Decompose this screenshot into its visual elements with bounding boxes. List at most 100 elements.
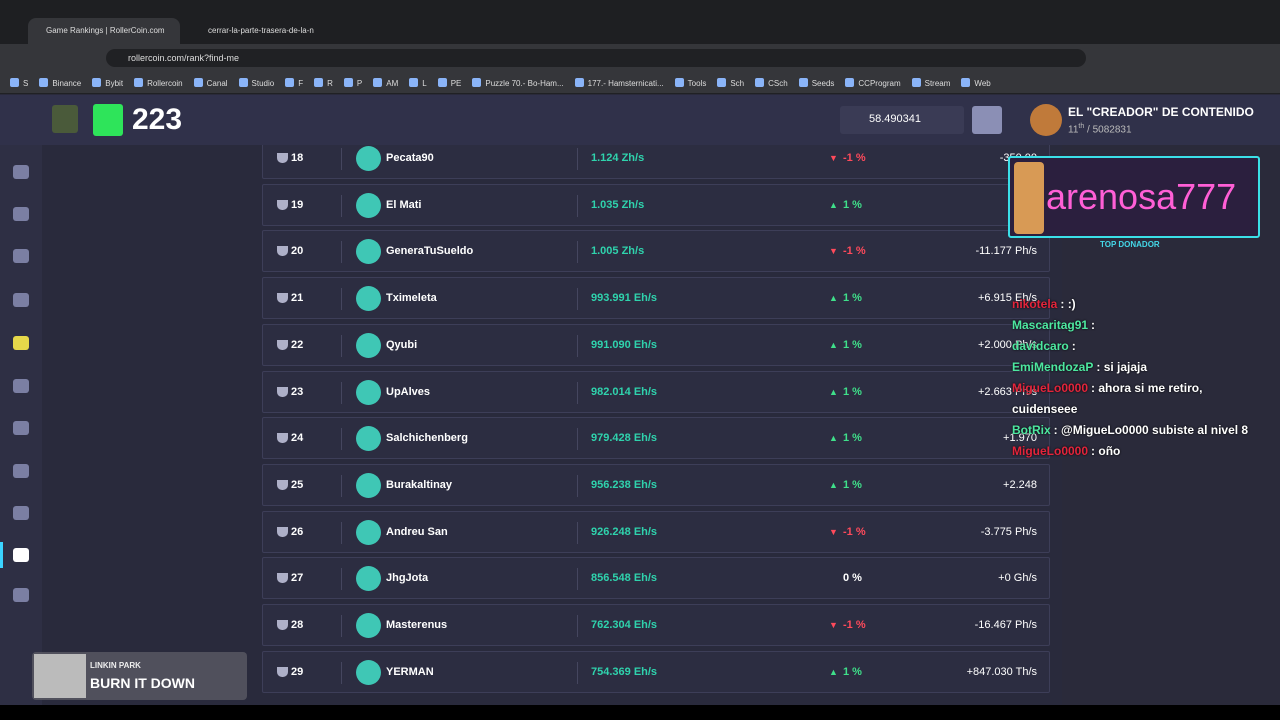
music-artist: LINKIN PARK [90,661,141,670]
user-avatar[interactable] [1030,104,1062,136]
change: 1 % [843,198,862,211]
player-name[interactable]: Qyubi [386,338,418,351]
power: 982.014 Eh/s [591,385,658,398]
power: 762.304 Eh/s [591,619,658,631]
bookmark[interactable]: R [314,78,333,88]
balance: 58.490341 [869,113,921,125]
power: 1.035 Zh/s [591,198,645,211]
nav-icon[interactable] [13,588,29,602]
bookmark[interactable]: L [409,78,426,88]
player-name[interactable]: Masterenus [386,619,448,631]
ranking-row[interactable]: 21 Tximeleta 993.991 Eh/s ▲ 1 % +6.915 Eh/s [262,277,1050,320]
player-name[interactable]: JhgJota [386,572,429,585]
player-avatar [356,426,381,452]
player-name[interactable]: Tximeleta [386,292,437,305]
ranking-row[interactable]: 26 Andreu San 926.248 Eh/s ▼ -1 % -3.775 Ph/s [262,510,1050,553]
divider [577,241,578,264]
player-avatar [356,472,381,498]
bottom-bar [0,705,1280,720]
rank: 18 [291,152,304,164]
change: 0 % [843,572,862,585]
nav-icon[interactable] [13,336,29,350]
change: -1 % [843,525,866,538]
chat-message: davidcaro: [1012,336,1252,357]
balance-box[interactable]: 58.490341 [840,106,964,134]
url-field[interactable]: rollercoin.com/rank?find-me [106,49,1086,67]
bookmark[interactable]: Web [961,78,990,88]
bookmark[interactable]: Puzzle 70.- Bo-Ham... [472,78,563,88]
bookmark[interactable]: Stream [912,78,951,88]
bookmark[interactable]: CCProgram [845,78,900,88]
divider [341,334,342,357]
player-name[interactable]: Burakaltinay [386,478,453,491]
bookmark[interactable]: Studio [239,78,275,88]
bookmark[interactable]: Sch [717,78,744,88]
tab[interactable]: Game Rankings | RollerCoin.com [28,18,180,44]
player-name[interactable]: Andreu San [386,525,448,538]
bookmark[interactable]: Canal [194,78,228,88]
bookmark[interactable]: PE [438,78,462,88]
nav-icon[interactable] [13,207,29,221]
chat-text: : [1091,318,1096,332]
bookmark[interactable]: F [285,78,303,88]
divider [577,194,578,217]
power: 993.991 Eh/s [591,292,658,305]
bookmark[interactable]: Bybit [92,78,123,88]
ranking-row[interactable]: 25 Burakaltinay 956.238 Eh/s ▲ 1 % +2.248 [262,463,1050,506]
tab[interactable]: cerrar-la-parte-trasera-de-la-n [208,26,314,35]
trend-arrow: ▲ [829,293,838,304]
ranking-row[interactable]: 28 Masterenus 762.304 Eh/s ▼ -1 % -16.467 Ph/… [262,604,1050,646]
divider [577,521,578,544]
change: 1 % [843,432,862,445]
player-name[interactable]: UpAlves [386,385,431,398]
player-name[interactable]: Pecata90 [386,152,434,164]
chat-message: MigueLo0000: oño [1012,441,1252,462]
avatar[interactable] [52,105,78,133]
player-avatar [356,613,381,638]
bookmark[interactable]: 177.- Hamsternicati... [575,78,664,88]
nav-icon[interactable] [13,464,29,478]
power: 926.248 Eh/s [591,525,658,538]
divider [341,194,342,217]
nav-icon[interactable] [13,421,29,435]
bookmark[interactable]: Tools [675,78,707,88]
divider [577,428,578,451]
bookmark[interactable]: Binance [39,78,81,88]
nav-icon[interactable] [13,249,29,263]
ranking-row[interactable]: 22 Qyubi 991.090 Eh/s ▲ 1 % +2.000 Ph/s [262,323,1050,366]
nav-icon[interactable] [13,548,29,562]
ranking-row[interactable]: 23 UpAlves 982.014 Eh/s ▲ 1 % +2.663 Ph/s [262,370,1050,413]
bookmark[interactable]: Seeds [799,78,835,88]
trophy-icon [277,386,288,397]
ranking-row[interactable]: 27 JhgJota 856.548 Eh/s 0 % +0 Gh/s [262,557,1050,600]
user-total: / 5082831 [1087,124,1132,136]
player-name[interactable]: Salchichenberg [386,432,468,445]
power: 991.090 Eh/s [591,338,658,351]
delta: -3.775 Ph/s [980,525,1037,538]
nav-icon[interactable] [13,506,29,520]
bookmark[interactable]: AM [373,78,398,88]
nav-icon[interactable] [13,293,29,307]
power: 956.238 Eh/s [591,478,658,491]
ranking-row[interactable]: 29 YERMAN 754.369 Eh/s ▲ 1 % +847.030 Th/s [262,650,1050,693]
rank: 26 [291,525,304,538]
chat-message: BotRix: @MigueLo0000 subiste al nivel 8 [1012,420,1252,441]
player-name[interactable]: YERMAN [386,665,434,678]
nav-icon[interactable] [13,379,29,393]
ranking-row[interactable]: 24 Salchichenberg 979.428 Eh/s ▲ 1 % +1.970 [262,417,1050,460]
player-name[interactable]: El Mati [386,198,422,211]
user-rank: 11 [1068,124,1079,136]
player-name[interactable]: GeneraTuSueldo [386,245,474,258]
power: 1.124 Zh/s [591,152,645,164]
bookmark[interactable]: Rollercoin [134,78,183,88]
bookmark[interactable]: S [10,78,28,88]
ranking-row[interactable]: 20 GeneraTuSueldo 1.005 Zh/s ▼ -1 % -11.177 P… [262,230,1050,273]
bookmark[interactable]: P [344,78,362,88]
wallet-button[interactable] [972,106,1002,134]
trophy-icon [277,433,288,444]
trend-arrow: ▼ [829,246,838,257]
bookmark[interactable]: CSch [755,78,788,88]
change: 1 % [843,292,862,305]
nav-icon[interactable] [13,165,29,179]
